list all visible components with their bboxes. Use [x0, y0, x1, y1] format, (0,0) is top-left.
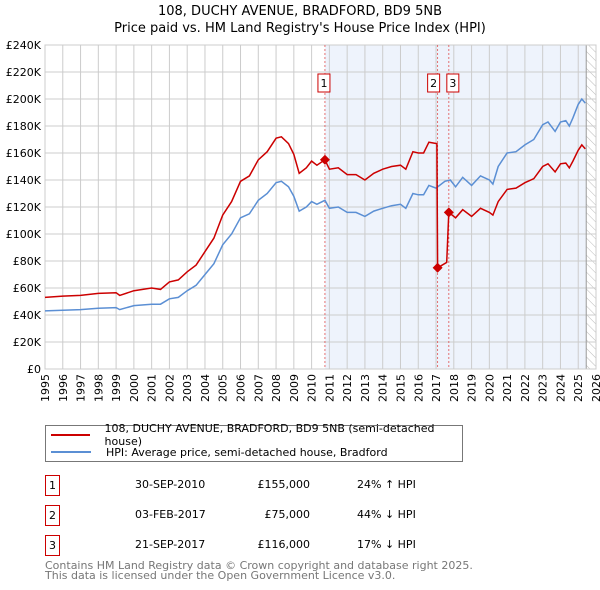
marker-badge: 1 [45, 475, 60, 496]
x-tick-label: 2012 [341, 374, 354, 402]
price-chart: 1995 1996 1997 1998 1999 2000 2001 2002 2003 2004… [6, 39, 600, 402]
marker-badge: 3 [45, 535, 60, 556]
x-tick-label: 2026 [590, 374, 600, 402]
x-tick-label: 2015 [394, 374, 407, 402]
y-tick-label: £220K [6, 66, 42, 79]
x-tick-label: 1996 [57, 374, 70, 402]
transaction-row: 2 03-FEB-2017 £75,000 44% ↓ HPI [45, 505, 465, 526]
x-tick-label: 2021 [501, 374, 514, 402]
x-tick-label: 1995 [39, 374, 52, 402]
y-tick-label: £200K [6, 93, 42, 106]
marker-badge: 2 [45, 505, 60, 526]
x-tick-label: 2011 [323, 374, 336, 402]
y-tick-label: £0 [27, 363, 41, 376]
x-tick-label: 1997 [75, 374, 88, 402]
x-tick-label: 2016 [412, 374, 425, 402]
y-tick-label: £140K [6, 174, 42, 187]
y-tick-label: £20K [13, 336, 42, 349]
transaction-row: 3 21-SEP-2017 £116,000 17% ↓ HPI [45, 535, 465, 556]
sale-date: 21-SEP-2017 [135, 538, 206, 551]
sale-label-box [446, 73, 460, 93]
hpi-diff: 44% ↓ HPI [357, 508, 416, 521]
x-tick-label: 2019 [466, 374, 479, 402]
legend-item-property: 108, DUCHY AVENUE, BRADFORD, BD9 5NB (se… [46, 422, 462, 448]
x-tick-label: 2018 [448, 374, 461, 402]
y-tick-label: £120K [6, 201, 42, 214]
sale-date: 30-SEP-2010 [135, 478, 206, 491]
x-tick-label: 2025 [572, 374, 585, 402]
sale-price: £116,000 [257, 538, 311, 551]
x-tick-label: 2002 [163, 374, 176, 402]
y-tick-label: £60K [13, 282, 42, 295]
y-tick-label: £100K [6, 228, 42, 241]
sale-point [432, 262, 443, 273]
x-tick-label: 2024 [554, 374, 567, 402]
series-line [44, 97, 586, 312]
x-tick-label: 2008 [270, 374, 283, 402]
sale-label-box [317, 73, 331, 93]
x-tick-label: 2014 [377, 374, 390, 402]
x-tick-label: 2013 [359, 374, 372, 402]
x-tick-label: 1998 [92, 374, 105, 402]
x-tick-label: 2007 [252, 374, 265, 402]
sale-point [319, 154, 330, 165]
legend-item-hpi: HPI: Average price, semi-detached house,… [46, 444, 388, 460]
chart-subtitle: Price paid vs. HM Land Registry's House … [114, 21, 486, 36]
x-tick-label: 2006 [235, 374, 248, 402]
sale-label: 2 [430, 77, 437, 90]
sale-point [443, 207, 454, 218]
sale-price: £155,000 [257, 478, 311, 491]
series-line [44, 135, 586, 299]
x-tick-label: 2010 [306, 374, 319, 402]
sale-label: 3 [449, 77, 456, 90]
y-tick-label: £40K [13, 309, 42, 322]
footer-licence: This data is licensed under the Open Gov… [45, 569, 396, 582]
x-tick-label: 2005 [217, 374, 230, 402]
sale-label-box [427, 73, 441, 93]
hpi-diff: 24% ↑ HPI [357, 478, 416, 491]
plot-border [44, 44, 597, 370]
sale-price: £75,000 [264, 508, 311, 521]
x-tick-label: 2000 [128, 374, 141, 402]
y-tick-label: £180K [6, 120, 42, 133]
y-tick-label: £160K [6, 147, 42, 160]
hpi-diff: 17% ↓ HPI [357, 538, 416, 551]
x-tick-label: 1999 [110, 374, 123, 402]
x-tick-label: 2004 [199, 374, 212, 402]
x-tick-label: 2003 [181, 374, 194, 402]
footer-copyright: Contains HM Land Registry data © Crown c… [45, 559, 473, 572]
legend-swatch-blue [51, 451, 91, 453]
transaction-row: 1 30-SEP-2010 £155,000 24% ↑ HPI [45, 475, 465, 496]
sale-date: 03-FEB-2017 [135, 508, 206, 521]
y-tick-label: £240K [6, 39, 42, 52]
sale-label: 1 [320, 77, 327, 90]
chart-title: 108, DUCHY AVENUE, BRADFORD, BD9 5NB [157, 4, 442, 19]
y-tick-label: £80K [13, 255, 42, 268]
x-tick-label: 2017 [430, 374, 443, 402]
x-tick-label: 2001 [146, 374, 159, 402]
x-tick-label: 2022 [519, 374, 532, 402]
x-tick-label: 2009 [288, 374, 301, 402]
legend-swatch-red [51, 434, 90, 436]
x-tick-label: 2023 [537, 374, 550, 402]
legend: 108, DUCHY AVENUE, BRADFORD, BD9 5NB (se… [45, 422, 463, 462]
x-tick-label: 2020 [483, 374, 496, 402]
legend-label: 108, DUCHY AVENUE, BRADFORD, BD9 5NB (se… [104, 422, 435, 448]
legend-label: HPI: Average price, semi-detached house,… [106, 445, 388, 459]
